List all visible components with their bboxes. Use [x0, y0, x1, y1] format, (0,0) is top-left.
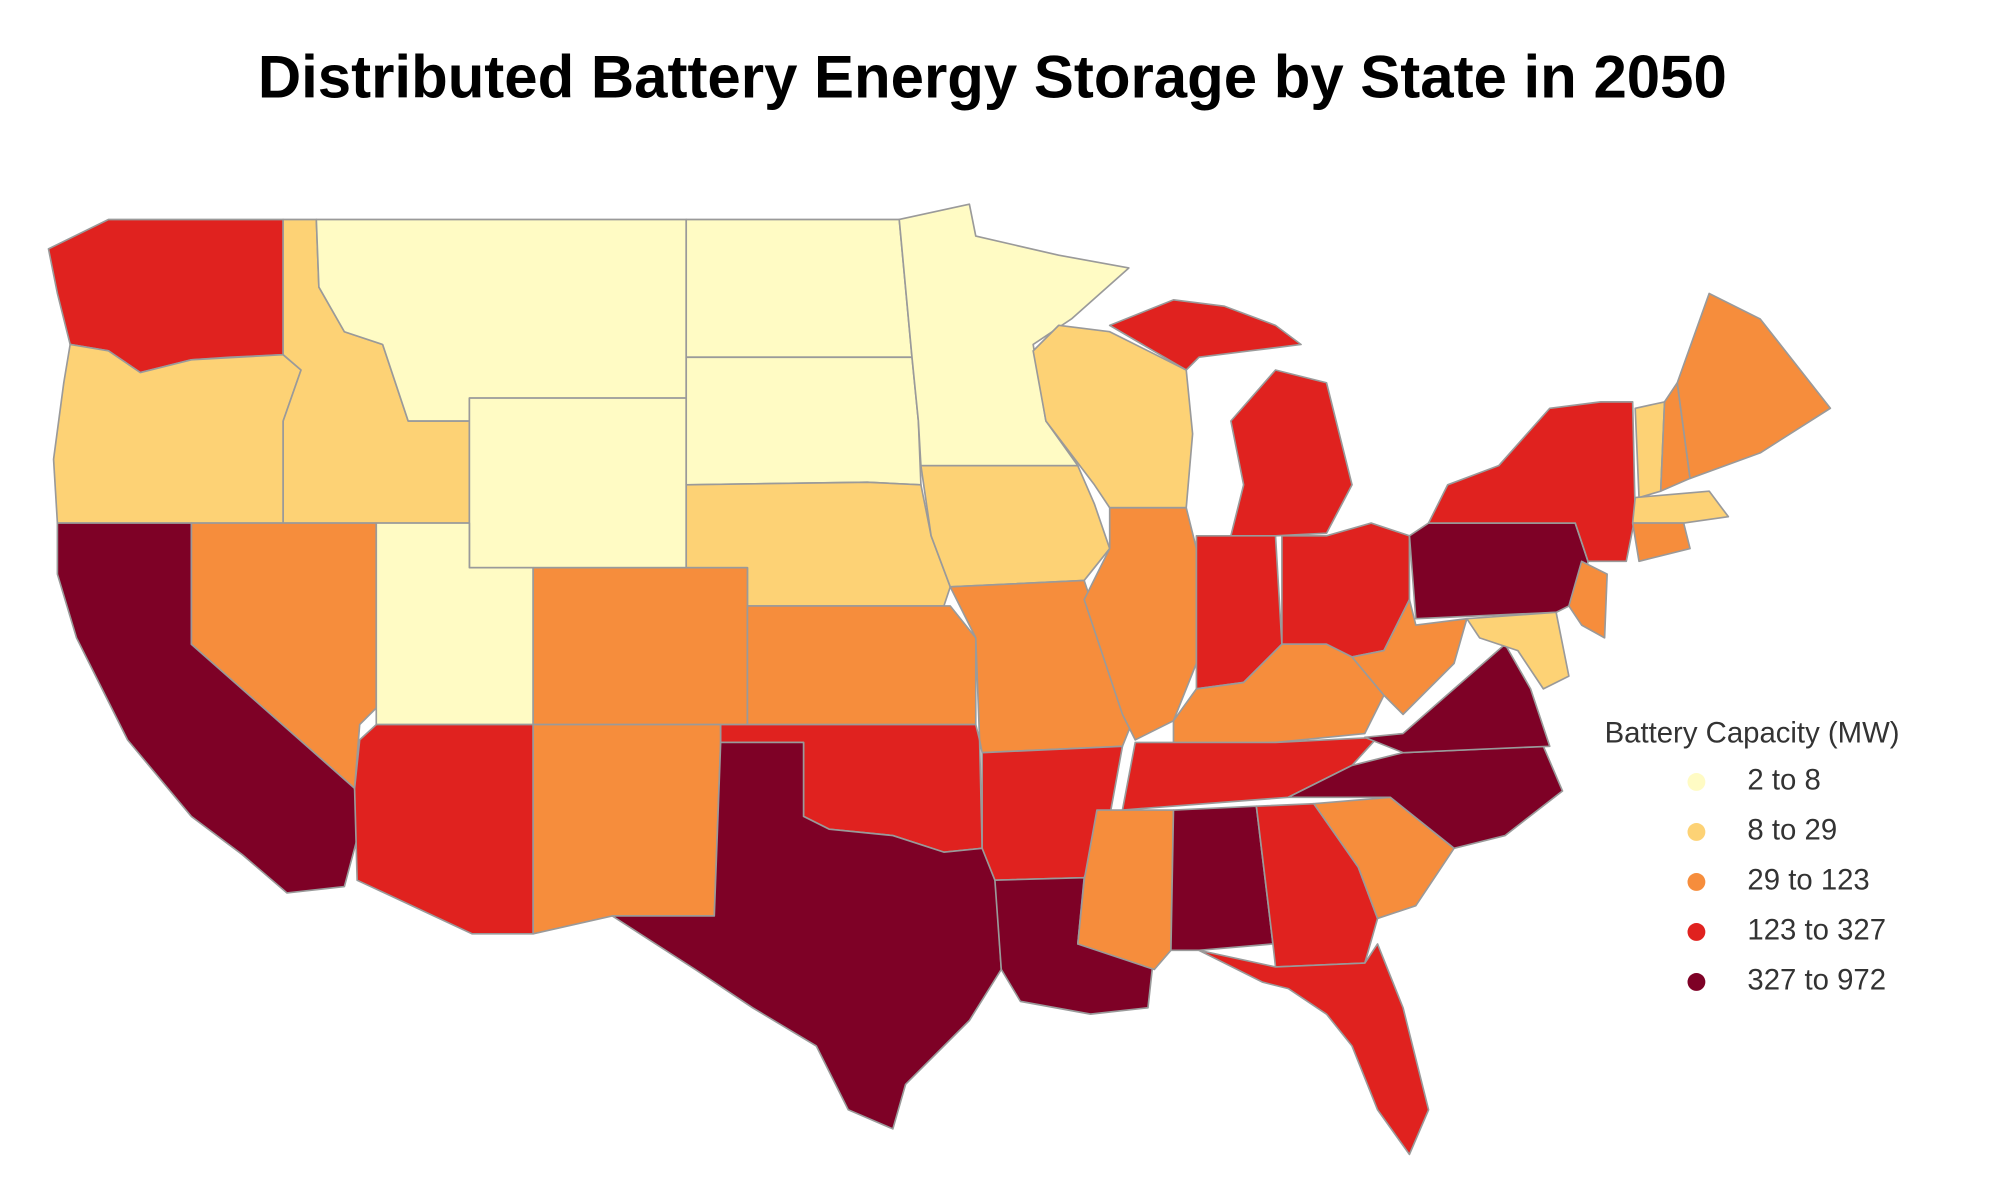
legend-swatch: [1687, 923, 1706, 941]
state: [1427, 401, 1637, 563]
state: [685, 356, 922, 486]
state: [1634, 401, 1666, 499]
map-title: Distributed Battery Energy Storage by St…: [258, 44, 1727, 111]
state: [1631, 490, 1730, 524]
legend-swatch: [1687, 873, 1706, 891]
legend-swatch: [1687, 773, 1706, 791]
legend-swatch: [1687, 823, 1706, 841]
states: [47, 203, 1832, 1156]
legend-label: 29 to 123: [1747, 864, 1869, 897]
state: [532, 566, 749, 726]
state: [1076, 809, 1175, 971]
state: [1198, 943, 1430, 1156]
state: [611, 741, 1003, 1130]
state: [1170, 805, 1274, 952]
state: [1408, 522, 1589, 620]
legend-label: 8 to 29: [1747, 814, 1837, 847]
state: [685, 218, 913, 359]
state: [1631, 522, 1691, 563]
state: [468, 397, 688, 569]
state: [56, 522, 361, 894]
state: [1466, 611, 1570, 690]
state: [898, 203, 1130, 467]
state: [1676, 292, 1832, 480]
state: [1568, 560, 1608, 639]
legend: 2 to 8 8 to 29 29 to 123 123 to 327 327 to 9…: [1687, 764, 1886, 997]
legend-label: 123 to 327: [1747, 914, 1886, 947]
state: [1230, 369, 1353, 537]
state: [52, 343, 302, 524]
state: [746, 605, 977, 726]
legend-title: Battery Capacity (MW): [1605, 717, 1900, 750]
legend-label: 2 to 8: [1747, 764, 1820, 797]
legend-label: 327 to 972: [1747, 964, 1886, 997]
state: [1363, 643, 1551, 754]
state: [1083, 506, 1198, 741]
state: [532, 723, 722, 935]
state: [920, 464, 1111, 588]
state: [1287, 745, 1564, 850]
legend-swatch: [1687, 973, 1706, 991]
state: [353, 723, 534, 935]
state: [1108, 299, 1302, 371]
